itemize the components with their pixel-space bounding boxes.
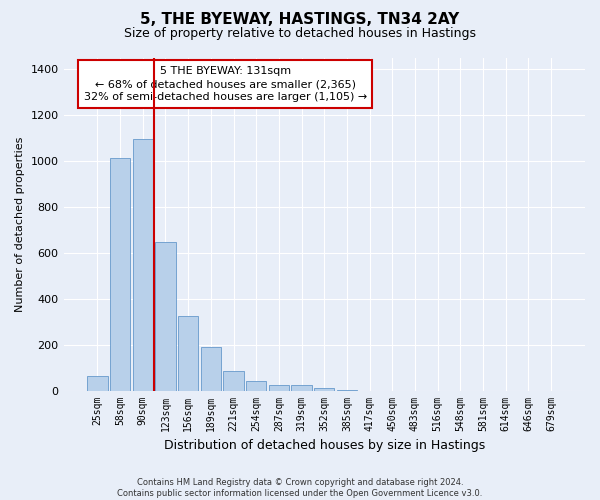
Bar [133,139,153,391]
Bar [292,384,312,391]
Bar [110,158,130,391]
Bar [314,388,334,391]
Bar [223,371,244,391]
Bar [246,382,266,391]
Bar [155,242,176,391]
Bar [200,348,221,391]
Text: Size of property relative to detached houses in Hastings: Size of property relative to detached ho… [124,28,476,40]
Text: 5, THE BYEWAY, HASTINGS, TN34 2AY: 5, THE BYEWAY, HASTINGS, TN34 2AY [140,12,460,28]
Bar [178,316,199,391]
Text: 5 THE BYEWAY: 131sqm
← 68% of detached houses are smaller (2,365)
32% of semi-de: 5 THE BYEWAY: 131sqm ← 68% of detached h… [83,66,367,102]
Bar [87,376,107,391]
Text: Contains HM Land Registry data © Crown copyright and database right 2024.
Contai: Contains HM Land Registry data © Crown c… [118,478,482,498]
X-axis label: Distribution of detached houses by size in Hastings: Distribution of detached houses by size … [164,440,485,452]
Y-axis label: Number of detached properties: Number of detached properties [15,136,25,312]
Bar [269,384,289,391]
Bar [337,390,357,391]
